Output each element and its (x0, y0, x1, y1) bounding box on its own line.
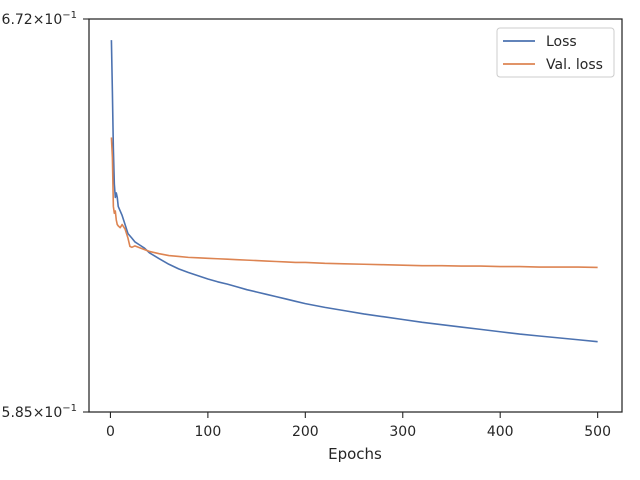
y-tick-label: 5.85×10−1 (2, 403, 77, 421)
x-tick-label: 400 (487, 424, 514, 440)
legend-label-0: Loss (546, 34, 577, 50)
series-line-1 (110, 137, 598, 269)
x-axis-ticks: 0 100 200 300 400 500 (106, 412, 611, 440)
legend: Loss Val. loss (496, 27, 615, 78)
x-tick-label: 100 (195, 424, 222, 440)
x-tick-label: 0 (106, 424, 115, 440)
series-layer (110, 40, 598, 343)
x-tick-label: 300 (389, 424, 416, 440)
legend-label-1: Val. loss (546, 57, 603, 73)
y-tick-label: 6.72×10−1 (2, 10, 77, 28)
x-axis-label: Epochs (328, 445, 382, 463)
plot-frame (88, 18, 623, 413)
series-line-0 (110, 40, 598, 343)
y-axis-ticks: 6.72×10−1 5.85×10−1 (2, 10, 89, 421)
x-tick-label: 200 (292, 424, 319, 440)
x-tick-label: 500 (584, 424, 611, 440)
